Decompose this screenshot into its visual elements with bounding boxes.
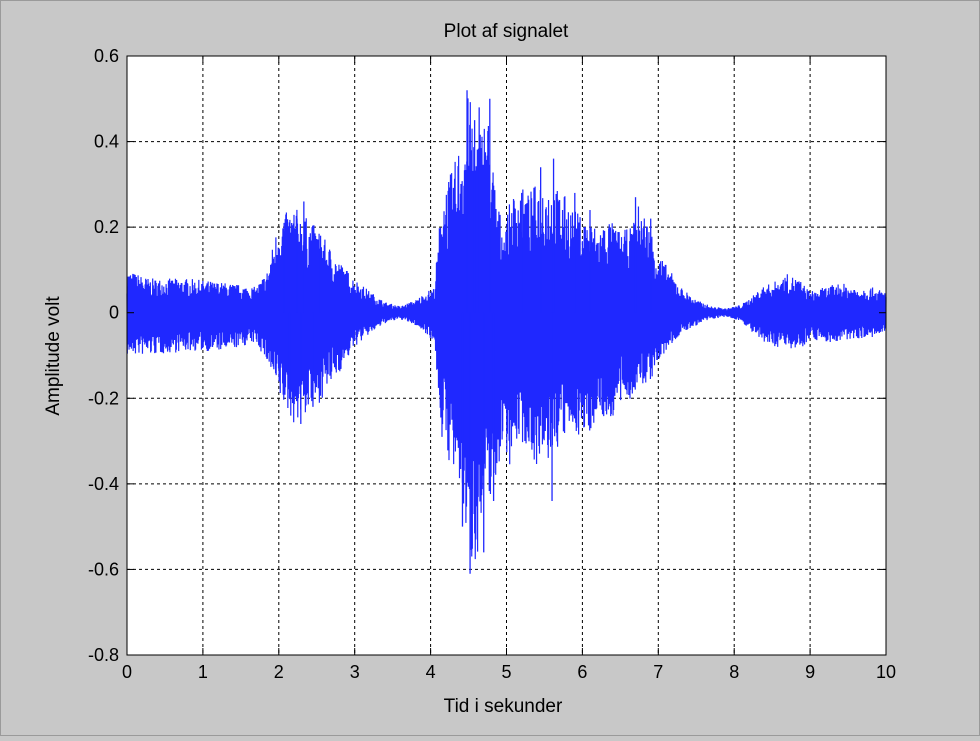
x-tick-label: 8 bbox=[729, 662, 739, 682]
y-tick-label: 0.2 bbox=[94, 217, 119, 237]
x-tick-label: 7 bbox=[653, 662, 663, 682]
x-tick-label: 3 bbox=[350, 662, 360, 682]
x-tick-label: 2 bbox=[274, 662, 284, 682]
y-axis-label: Amplitude volt bbox=[43, 296, 64, 416]
x-tick-label: 4 bbox=[426, 662, 436, 682]
signal-waveform bbox=[126, 98, 887, 560]
x-axis-label: Tid i sekunder bbox=[444, 696, 563, 717]
y-tick-label: -0.6 bbox=[88, 559, 119, 579]
x-tick-label: 10 bbox=[876, 662, 896, 682]
x-tick-label: 9 bbox=[805, 662, 815, 682]
axis-ticks: 0 1 2 3 4 5 6 7 8 9 10 -0.8 -0.6 -0.4 -0.2 0 0.2 0.4 0.6 bbox=[88, 46, 896, 682]
y-tick-label: 0.6 bbox=[94, 46, 119, 66]
signal-series bbox=[126, 90, 887, 574]
y-tick-label: -0.2 bbox=[88, 388, 119, 408]
y-tick-label: 0 bbox=[109, 303, 119, 323]
x-tick-label: 1 bbox=[198, 662, 208, 682]
y-tick-label: -0.4 bbox=[88, 474, 119, 494]
y-tick-label: -0.8 bbox=[88, 645, 119, 665]
x-tick-label: 5 bbox=[501, 662, 511, 682]
y-tick-label: 0.4 bbox=[94, 132, 119, 152]
chart-title: Plot af signalet bbox=[444, 21, 569, 42]
x-tick-label: 0 bbox=[122, 662, 132, 682]
x-tick-label: 6 bbox=[577, 662, 587, 682]
